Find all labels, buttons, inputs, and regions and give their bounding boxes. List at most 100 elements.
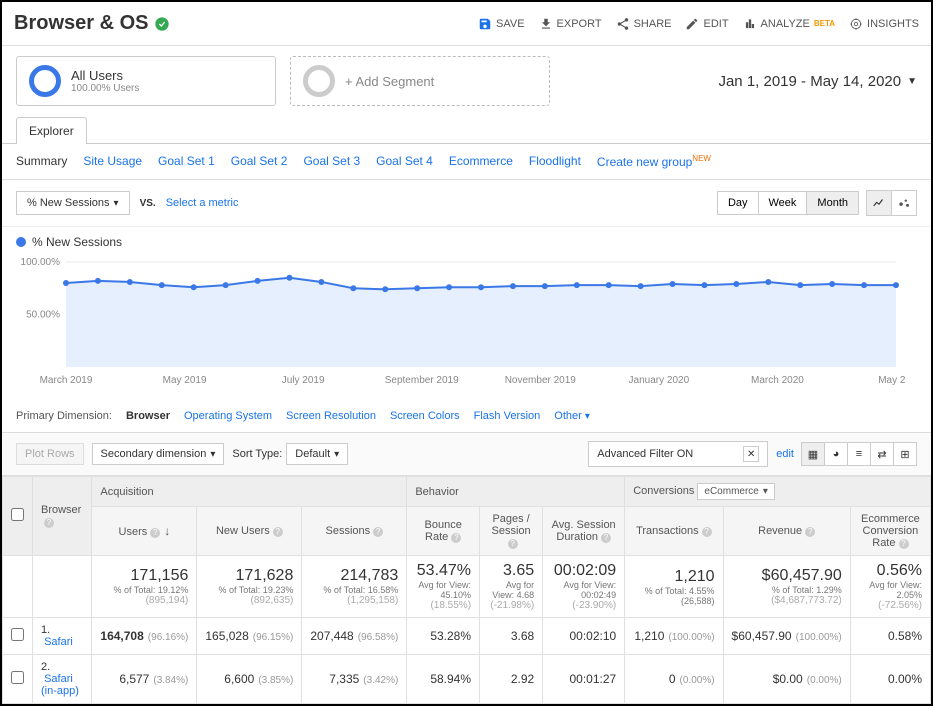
select-metric-link[interactable]: Select a metric <box>166 197 239 209</box>
subtab-goal4[interactable]: Goal Set 4 <box>376 154 433 169</box>
row-checkbox[interactable] <box>11 628 24 641</box>
col-revenue[interactable]: Revenue? <box>723 507 850 556</box>
analyze-button[interactable]: ANALYZEBETA <box>743 17 836 31</box>
page-header: Browser & OS SAVE EXPORT SHARE EDIT ANAL… <box>2 2 931 46</box>
edit-filter-link[interactable]: edit <box>776 448 794 460</box>
col-sessions[interactable]: Sessions? <box>302 507 407 556</box>
line-chart-icon[interactable] <box>866 190 892 216</box>
subtab-floodlight[interactable]: Floodlight <box>529 154 581 169</box>
subtabs: Summary Site Usage Goal Set 1 Goal Set 2… <box>2 143 931 180</box>
page-title: Browser & OS <box>14 12 148 35</box>
table-filter-row: Plot Rows Secondary dimension▾ Sort Type… <box>2 433 931 476</box>
legend-dot <box>16 237 26 247</box>
chevron-down-icon: ▼ <box>907 76 917 87</box>
beta-badge: BETA <box>814 19 835 28</box>
header-actions: SAVE EXPORT SHARE EDIT ANALYZEBETA INSIG… <box>478 17 919 31</box>
legend-label: % New Sessions <box>32 235 122 249</box>
svg-text:September 2019: September 2019 <box>385 375 459 386</box>
date-range-selector[interactable]: Jan 1, 2019 - May 14, 2020 ▼ <box>718 73 917 90</box>
col-group-browser: Browser <box>41 504 81 516</box>
col-new-users[interactable]: New Users? <box>197 507 302 556</box>
col-bounce[interactable]: Bounce Rate? <box>407 507 480 556</box>
export-button[interactable]: EXPORT <box>539 17 602 31</box>
pivot-view-icon[interactable]: ⊞ <box>893 442 917 466</box>
secondary-dimension-select[interactable]: Secondary dimension▾ <box>92 443 225 465</box>
segment-title: All Users <box>71 68 139 83</box>
primary-dimension-row: Primary Dimension: Browser Operating Sys… <box>2 398 931 433</box>
edit-button[interactable]: EDIT <box>685 17 728 31</box>
close-icon[interactable]: ✕ <box>743 446 759 462</box>
svg-text:July 2019: July 2019 <box>282 375 325 386</box>
save-button[interactable]: SAVE <box>478 17 525 31</box>
svg-text:January 2020: January 2020 <box>629 375 690 386</box>
svg-text:50.00%: 50.00% <box>26 310 60 321</box>
svg-text:March 2019: March 2019 <box>40 375 93 386</box>
col-users[interactable]: Users?↓ <box>92 507 197 556</box>
subtab-summary[interactable]: Summary <box>16 154 67 169</box>
dim-other[interactable]: Other ▾ <box>554 410 590 422</box>
segment-circle-icon <box>29 65 61 97</box>
motion-chart-icon[interactable] <box>891 190 917 216</box>
sort-type: Sort Type: Default▾ <box>232 443 348 465</box>
verified-icon <box>154 16 170 32</box>
metric-selector[interactable]: % New Sessions▾ <box>16 191 130 215</box>
chevron-down-icon: ▾ <box>114 198 119 209</box>
col-trans[interactable]: Transactions? <box>625 507 723 556</box>
comparison-view-icon[interactable]: ⇄ <box>870 442 894 466</box>
segment-add-label: + Add Segment <box>345 74 434 89</box>
bar-view-icon[interactable]: ≡ <box>847 442 871 466</box>
chart-type-icons <box>867 190 917 216</box>
svg-text:100.00%: 100.00% <box>21 257 61 268</box>
share-button[interactable]: SHARE <box>616 17 672 31</box>
period-day[interactable]: Day <box>717 191 759 215</box>
new-badge: NEW <box>692 154 711 163</box>
select-all-checkbox[interactable] <box>11 508 24 521</box>
segment-all-users[interactable]: All Users 100.00% Users <box>16 56 276 106</box>
col-duration[interactable]: Avg. Session Duration? <box>543 507 625 556</box>
pie-view-icon[interactable]: ◕ <box>824 442 848 466</box>
dim-flash[interactable]: Flash Version <box>474 410 541 422</box>
tab-row: Explorer <box>2 116 931 143</box>
segments-row: All Users 100.00% Users + Add Segment Ja… <box>2 46 931 116</box>
table-row[interactable]: 2. Safari (in-app) 6,577(3.84%) 6,600(3.… <box>3 655 931 704</box>
dim-screen-res[interactable]: Screen Resolution <box>286 410 376 422</box>
segment-add[interactable]: + Add Segment <box>290 56 550 106</box>
subtab-site-usage[interactable]: Site Usage <box>83 154 142 169</box>
table-view-icon[interactable]: ▦ <box>801 442 825 466</box>
col-group-behavior: Behavior <box>407 477 625 507</box>
col-pages[interactable]: Pages / Session? <box>480 507 543 556</box>
sort-down-icon: ↓ <box>164 524 170 538</box>
dim-os[interactable]: Operating System <box>184 410 272 422</box>
subtab-goal3[interactable]: Goal Set 3 <box>303 154 360 169</box>
subtab-goal2[interactable]: Goal Set 2 <box>231 154 288 169</box>
svg-text:March 2020: March 2020 <box>751 375 804 386</box>
dim-screen-colors[interactable]: Screen Colors <box>390 410 460 422</box>
svg-text:November 2019: November 2019 <box>505 375 577 386</box>
row-checkbox[interactable] <box>11 671 24 684</box>
col-ecr[interactable]: Ecommerce Conversion Rate? <box>850 507 930 556</box>
data-table: Browser? Acquisition Behavior Conversion… <box>2 476 931 704</box>
row-name: 1. Safari <box>33 618 92 655</box>
table-row[interactable]: 1. Safari 164,708(96.16%) 165,028(96.15%… <box>3 618 931 655</box>
period-buttons: Day Week Month <box>718 191 859 215</box>
plot-rows-button: Plot Rows <box>16 443 84 465</box>
segment-subtitle: 100.00% Users <box>71 83 139 94</box>
svg-text:May 2...: May 2... <box>878 375 906 386</box>
vs-label: VS. <box>140 198 156 209</box>
table-view-icons: ▦ ◕ ≡ ⇄ ⊞ <box>802 442 917 466</box>
conversions-select[interactable]: eCommerce▾ <box>697 483 775 500</box>
subtab-goal1[interactable]: Goal Set 1 <box>158 154 215 169</box>
totals-row: 171,156% of Total: 19.12%(895,194)171,62… <box>3 556 931 618</box>
svg-text:May 2019: May 2019 <box>163 375 207 386</box>
tab-explorer[interactable]: Explorer <box>16 117 87 144</box>
advanced-filter[interactable]: Advanced Filter ON ✕ <box>588 441 768 467</box>
subtab-create-group[interactable]: Create new groupNEW <box>597 154 711 169</box>
period-week[interactable]: Week <box>758 191 808 215</box>
period-month[interactable]: Month <box>806 191 859 215</box>
subtab-ecommerce[interactable]: Ecommerce <box>449 154 513 169</box>
sort-type-select[interactable]: Default▾ <box>286 443 348 465</box>
main-chart: 50.00% 100.00% March 2019 May 2019 July 2019… <box>2 257 931 398</box>
row-name: 2. Safari (in-app) <box>33 655 92 704</box>
dim-browser[interactable]: Browser <box>126 410 170 422</box>
insights-button[interactable]: INSIGHTS <box>849 17 919 31</box>
